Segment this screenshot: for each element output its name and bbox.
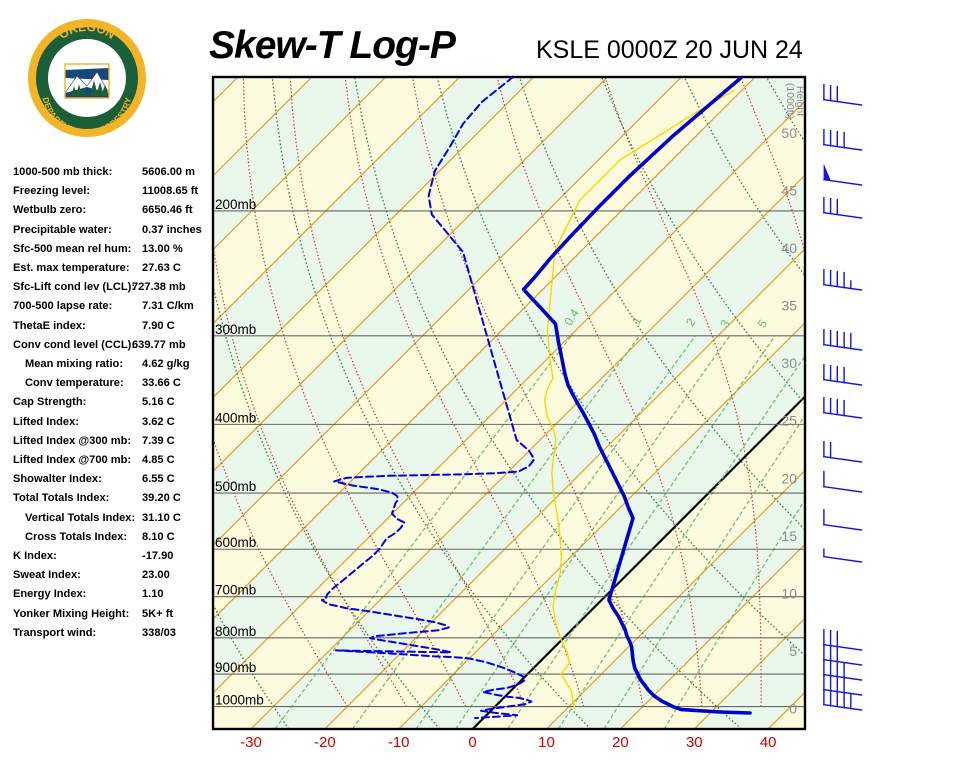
svg-text:50: 50 <box>781 125 797 141</box>
svg-text:700mb: 700mb <box>215 583 256 598</box>
svg-text:15: 15 <box>781 528 797 544</box>
svg-text:-30: -30 <box>240 734 262 751</box>
svg-text:20: 20 <box>781 470 797 486</box>
svg-text:30: 30 <box>781 355 797 371</box>
svg-text:0: 0 <box>789 700 797 716</box>
svg-text:800mb: 800mb <box>215 624 256 639</box>
svg-text:400mb: 400mb <box>215 410 256 425</box>
svg-text:40: 40 <box>781 240 797 256</box>
svg-text:900mb: 900mb <box>215 660 256 675</box>
svg-text:10: 10 <box>781 585 797 601</box>
svg-text:-10: -10 <box>388 734 410 751</box>
svg-text:0: 0 <box>468 734 476 751</box>
svg-text:25: 25 <box>781 413 797 429</box>
svg-text:30: 30 <box>686 734 703 751</box>
svg-text:1000mb: 1000mb <box>215 693 264 708</box>
svg-text:200mb: 200mb <box>215 197 256 212</box>
svg-text:600mb: 600mb <box>215 535 256 550</box>
svg-text:5: 5 <box>789 643 797 659</box>
svg-text:45: 45 <box>781 183 797 199</box>
svg-text:40: 40 <box>760 734 777 751</box>
svg-text:-20: -20 <box>314 734 336 751</box>
svg-text:300mb: 300mb <box>215 322 256 337</box>
svg-text:20: 20 <box>612 734 629 751</box>
svg-text:(1000ft): (1000ft) <box>784 83 796 119</box>
svg-text:500mb: 500mb <box>215 479 256 494</box>
svg-text:35: 35 <box>781 298 797 314</box>
svg-text:10: 10 <box>538 734 555 751</box>
